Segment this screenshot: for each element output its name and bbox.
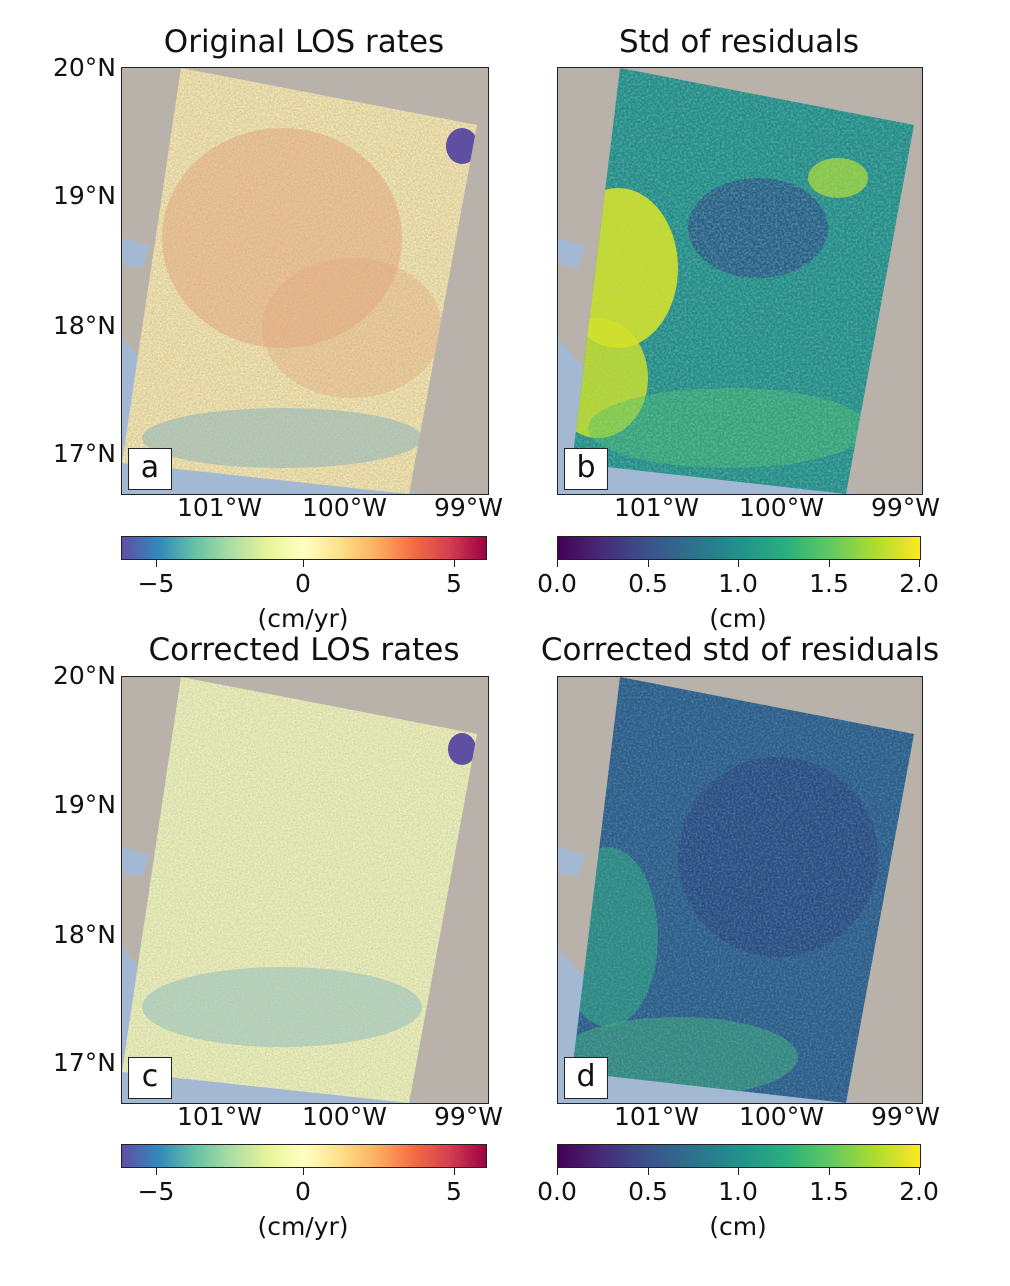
panel-a-label: a xyxy=(128,448,172,490)
panel-c-label: c xyxy=(128,1057,172,1099)
map-d-canvas xyxy=(558,677,922,1103)
colorbar-a-unit: (cm/yr) xyxy=(257,604,349,633)
lat-tick-19-c: 19°N xyxy=(52,790,116,819)
lat-tick-17-c: 17°N xyxy=(52,1048,116,1077)
colorbar-d xyxy=(557,1144,921,1168)
colorbar-b-tick-15: 1.5 xyxy=(809,569,849,598)
panel-c-title: Corrected LOS rates xyxy=(148,632,460,668)
panel-d-title: Corrected std of residuals xyxy=(540,632,940,668)
lon-tick-101-b: 101°W xyxy=(614,493,699,522)
map-a: a xyxy=(121,67,489,495)
lon-tick-100-c: 100°W xyxy=(302,1102,387,1131)
lon-tick-100-d: 100°W xyxy=(739,1102,824,1131)
colorbar-d-unit: (cm) xyxy=(709,1212,767,1241)
colorbar-b-tick-1: 1.0 xyxy=(718,569,758,598)
lon-tick-100-b: 100°W xyxy=(739,493,824,522)
colorbar-c-tick-0: 0 xyxy=(295,1177,311,1206)
panel-d-label: d xyxy=(564,1057,608,1099)
panel-a-title: Original LOS rates xyxy=(163,24,445,60)
lat-tick-18: 18°N xyxy=(52,311,116,340)
map-b-canvas xyxy=(558,68,922,494)
colorbar-b-tick-05: 0.5 xyxy=(628,569,668,598)
map-c: c xyxy=(121,676,489,1104)
colorbar-c-tick-neg5: −5 xyxy=(137,1177,175,1206)
lon-tick-101-a: 101°W xyxy=(177,493,262,522)
colorbar-a-tick-0: 0 xyxy=(295,569,311,598)
colorbar-b-tick-0: 0.0 xyxy=(537,569,577,598)
lat-tick-19: 19°N xyxy=(52,181,116,210)
swath-c xyxy=(122,677,477,1103)
lake xyxy=(122,847,150,877)
lon-tick-99-c: 99°W xyxy=(434,1102,504,1131)
colorbar-a xyxy=(121,536,487,560)
colorbar-b-unit: (cm) xyxy=(709,604,767,633)
colorbar-b-tick-2: 2.0 xyxy=(899,569,939,598)
swath-a xyxy=(122,68,477,494)
lon-tick-100-a: 100°W xyxy=(302,493,387,522)
lat-tick-20: 20°N xyxy=(52,53,116,82)
lat-tick-17: 17°N xyxy=(52,439,116,468)
colorbar-d-tick-1: 1.0 xyxy=(718,1177,758,1206)
map-c-canvas xyxy=(122,677,488,1103)
lake xyxy=(558,847,586,877)
panel-b-label: b xyxy=(564,448,608,490)
colorbar-a-tick-neg5: −5 xyxy=(137,569,175,598)
colorbar-d-tick-05: 0.5 xyxy=(628,1177,668,1206)
colorbar-d-tick-2: 2.0 xyxy=(899,1177,939,1206)
swath-d xyxy=(572,677,914,1103)
colorbar-c xyxy=(121,1144,487,1168)
lat-tick-18-c: 18°N xyxy=(52,920,116,949)
lake xyxy=(122,238,150,268)
lon-tick-99-a: 99°W xyxy=(434,493,504,522)
lon-tick-99-d: 99°W xyxy=(871,1102,941,1131)
lon-tick-101-c: 101°W xyxy=(177,1102,262,1131)
colorbar-a-tick-5: 5 xyxy=(446,569,462,598)
lon-tick-101-d: 101°W xyxy=(614,1102,699,1131)
map-b: b xyxy=(557,67,923,495)
colorbar-c-unit: (cm/yr) xyxy=(257,1212,349,1241)
colorbar-d-tick-15: 1.5 xyxy=(809,1177,849,1206)
lake xyxy=(558,238,586,268)
colorbar-d-tick-0: 0.0 xyxy=(537,1177,577,1206)
map-d: d xyxy=(557,676,923,1104)
lat-tick-20-c: 20°N xyxy=(52,661,116,690)
panel-b-title: Std of residuals xyxy=(618,24,860,60)
swath-b xyxy=(572,68,914,494)
colorbar-b xyxy=(557,536,921,560)
map-a-canvas xyxy=(122,68,488,494)
colorbar-c-tick-5: 5 xyxy=(446,1177,462,1206)
lon-tick-99-b: 99°W xyxy=(871,493,941,522)
